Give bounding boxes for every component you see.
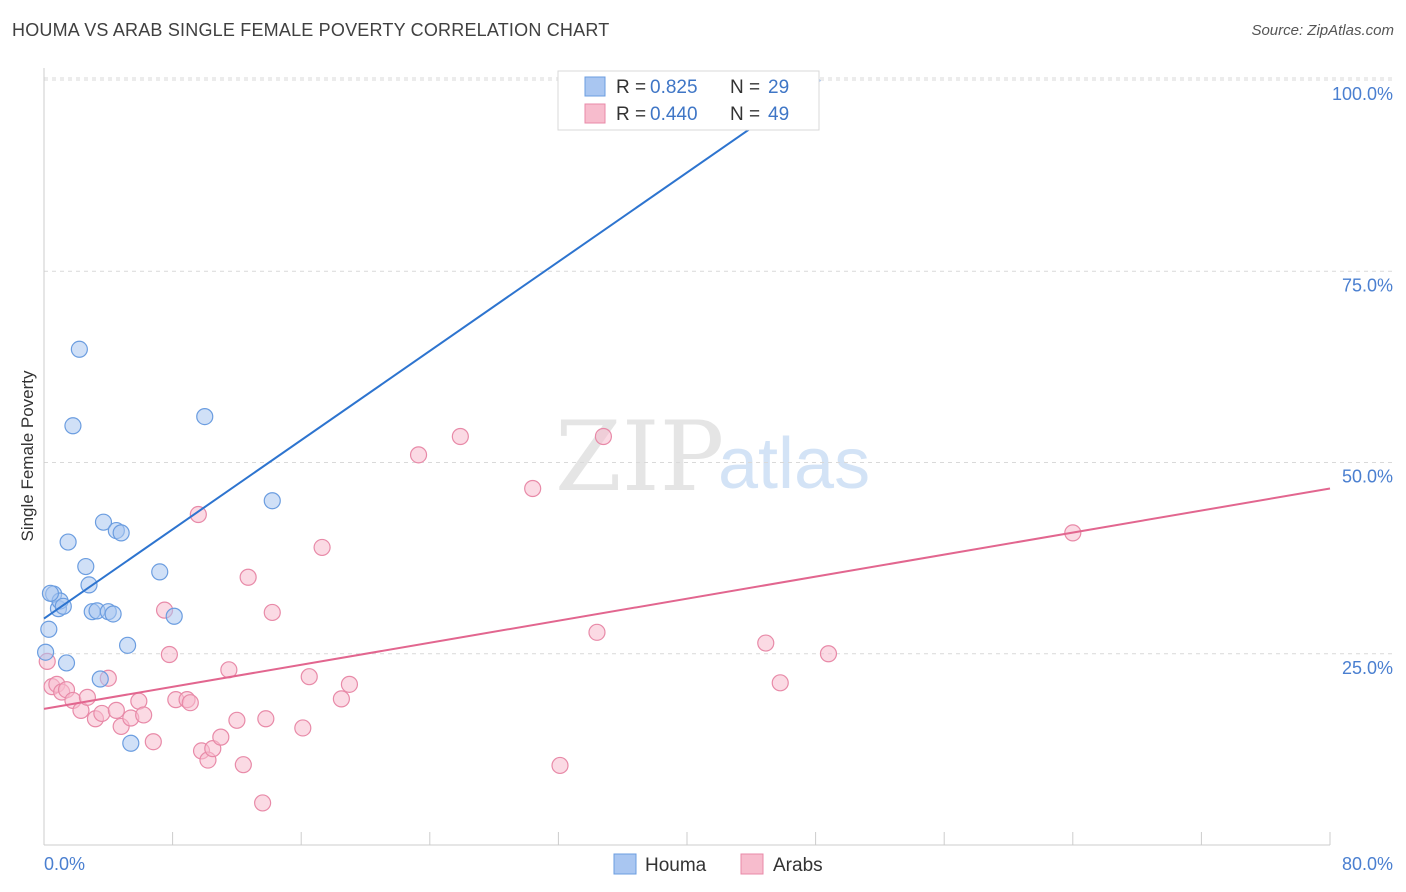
arabs-point-38 xyxy=(340,675,359,693)
arabs-point-21 xyxy=(181,694,199,712)
houma-point-22 xyxy=(151,563,169,581)
arabs-point-34 xyxy=(294,719,312,737)
arabs-point-33 xyxy=(263,603,281,622)
houma-point-7 xyxy=(59,533,77,551)
y-tick-label-75: 75.0% xyxy=(1342,275,1393,295)
legend-houma-r-value: 0.825 xyxy=(650,77,698,98)
houma-point-21 xyxy=(122,734,140,752)
watermark-zip: ZIP xyxy=(555,401,724,513)
houma-point-9 xyxy=(70,340,88,358)
bottom-legend-swatch-arabs xyxy=(740,853,764,875)
bottom-legend-swatch-houma xyxy=(613,853,637,875)
trendline-arabs xyxy=(43,487,1331,710)
y-axis-tick-labels: 25.0% 50.0% 75.0% 100.0% xyxy=(1332,84,1393,678)
houma-point-15 xyxy=(94,513,113,531)
arabs-point-29 xyxy=(234,756,252,774)
arabs-point-42 xyxy=(551,756,569,775)
houma-point-14 xyxy=(91,670,109,688)
bottom-legend-label-arabs: Arabs xyxy=(773,855,823,876)
houma-point-24 xyxy=(196,408,214,426)
y-tick-label-100: 100.0% xyxy=(1332,84,1393,104)
arabs-point-30 xyxy=(239,568,257,586)
legend-houma-n-value: 29 xyxy=(768,77,789,98)
arabs-point-28 xyxy=(228,711,246,729)
trendlines xyxy=(43,79,1331,710)
arabs-point-31 xyxy=(254,794,272,812)
watermark-atlas: atlas xyxy=(718,424,870,504)
arabs-point-43 xyxy=(588,623,606,641)
x-tick-label-min: 0.0% xyxy=(44,854,85,874)
bottom-legend-label-houma: Houma xyxy=(645,855,707,876)
legend-arabs-r-label: R = xyxy=(616,104,646,125)
chart-title: HOUMA VS ARAB SINGLE FEMALE POVERTY CORR… xyxy=(12,20,610,40)
houma-point-17 xyxy=(104,605,122,623)
x-tick-label-max: 80.0% xyxy=(1342,854,1393,874)
houma-point-8 xyxy=(64,417,82,435)
legend-arabs-n-value: 49 xyxy=(768,104,789,125)
chart-source: Source: ZipAtlas.com xyxy=(1251,22,1394,39)
houma-point-19 xyxy=(112,524,130,542)
houma-point-6 xyxy=(57,654,76,672)
houma-point-23 xyxy=(165,607,183,625)
arabs-point-32 xyxy=(257,710,275,728)
houma-point-20 xyxy=(118,636,137,654)
trendline-houma xyxy=(43,103,787,620)
arabs-point-46 xyxy=(771,674,789,692)
legend-arabs-n-label: N = xyxy=(730,104,760,125)
zipatlas-watermark: ZIP atlas xyxy=(555,401,870,513)
arabs-point-39 xyxy=(409,446,428,464)
legend-swatch-houma xyxy=(584,76,606,97)
arabs-point-22 xyxy=(189,505,207,524)
arabs-point-35 xyxy=(300,668,318,686)
grid-lines xyxy=(44,77,1393,655)
y-tick-label-50: 50.0% xyxy=(1342,467,1393,487)
arabs-point-37 xyxy=(332,690,350,708)
houma-point-1 xyxy=(40,620,58,638)
arabs-point-40 xyxy=(451,427,469,446)
arabs-point-36 xyxy=(313,538,331,557)
arabs-point-15 xyxy=(135,706,153,724)
legend-arabs-r-value: 0.440 xyxy=(650,104,698,125)
arabs-point-47 xyxy=(819,645,838,663)
arabs-point-41 xyxy=(524,479,542,498)
y-tick-label-25: 25.0% xyxy=(1342,658,1393,678)
arabs-point-16 xyxy=(144,733,162,751)
houma-point-25 xyxy=(263,492,281,510)
legend-houma-r-label: R = xyxy=(616,77,646,98)
x-axis-ticks xyxy=(43,832,1331,845)
bottom-legend: Houma Arabs xyxy=(613,853,823,876)
arabs-point-11 xyxy=(107,701,125,719)
legend-houma-n-label: N = xyxy=(730,77,760,98)
houma-point-0 xyxy=(37,643,55,661)
top-legend: R = 0.825 N = 29 R = 0.440 N = 49 xyxy=(557,70,820,131)
arabs-point-26 xyxy=(212,728,230,746)
arabs-point-18 xyxy=(160,645,178,664)
legend-swatch-arabs xyxy=(584,103,606,124)
arabs-point-9 xyxy=(93,704,111,723)
houma-point-10 xyxy=(77,557,95,576)
arabs-point-45 xyxy=(757,634,775,652)
arabs-point-44 xyxy=(594,427,613,446)
series-arabs xyxy=(38,427,1082,812)
houma-point-28 xyxy=(41,584,60,602)
